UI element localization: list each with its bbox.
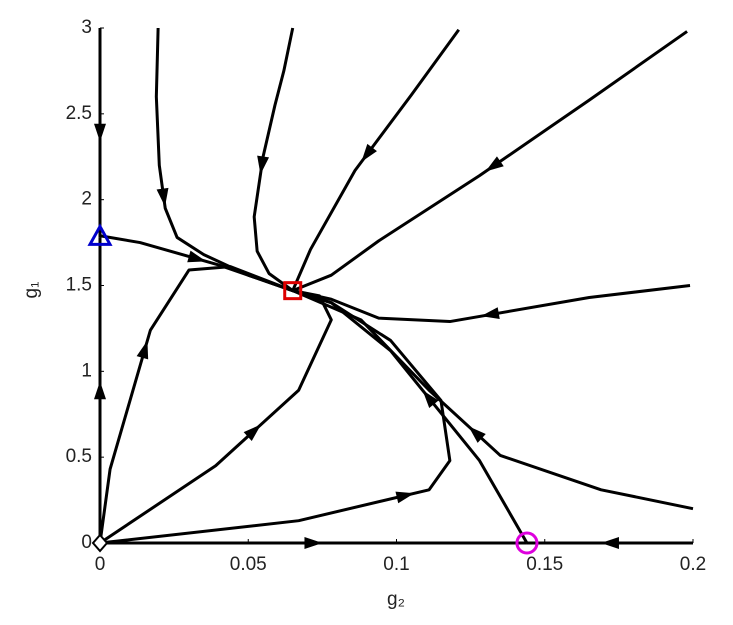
flow-arrow <box>136 340 149 360</box>
x-tick-label: 0.05 <box>230 554 267 575</box>
flow-arrow <box>422 390 439 409</box>
flow-arrow <box>485 156 504 172</box>
trajectory <box>292 289 694 511</box>
trajectory <box>252 27 295 292</box>
flow-arrow <box>304 537 323 549</box>
y-tick-label: 1.5 <box>66 275 92 296</box>
equilibrium-marker <box>87 223 113 246</box>
y-tick-label: 1 <box>81 360 92 381</box>
flow-arrow <box>600 537 619 549</box>
y-tick-label: 0.5 <box>66 446 92 467</box>
trajectory <box>292 284 691 324</box>
equilibrium-marker <box>515 531 539 555</box>
trajectory <box>98 265 294 544</box>
flow-arrow <box>187 250 207 263</box>
x-tick-label: 0.2 <box>680 554 706 575</box>
flow-arrow <box>156 187 169 207</box>
y-tick-label: 2 <box>81 189 92 210</box>
x-tick-label: 0.15 <box>526 554 563 575</box>
y-axis-label: g₁ <box>21 282 42 299</box>
flow-arrow <box>468 426 486 443</box>
trajectory <box>291 28 460 292</box>
flow-arrow <box>257 155 270 175</box>
equilibrium-marker <box>283 281 303 301</box>
y-tick-label: 0 <box>81 532 92 553</box>
x-tick-label: 0 <box>95 554 106 575</box>
flow-arrow <box>480 307 500 320</box>
flow-arrow <box>94 123 106 142</box>
y-tick-label: 3 <box>81 17 92 38</box>
trajectory <box>99 289 333 545</box>
equilibrium-marker <box>91 533 109 553</box>
flow-arrow <box>395 491 415 504</box>
trajectory <box>292 30 688 293</box>
trajectory <box>154 27 294 293</box>
flow-arrow <box>361 143 377 162</box>
y-tick-label: 2.5 <box>66 103 92 124</box>
flow-arrow <box>243 424 262 442</box>
x-axis-label: g₂ <box>387 589 405 610</box>
flow-arrow <box>94 381 106 400</box>
x-tick-label: 0.1 <box>383 554 409 575</box>
